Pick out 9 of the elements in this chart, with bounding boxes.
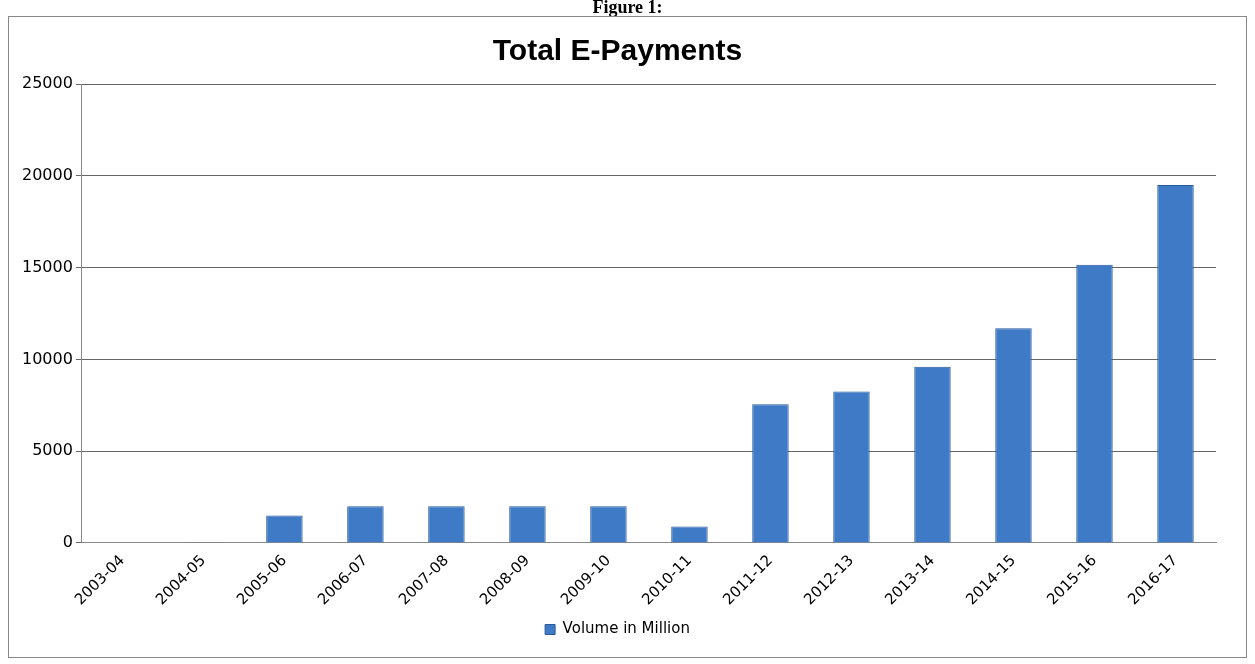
y-tick-label: 0 xyxy=(62,532,73,552)
y-tick-label: 20000 xyxy=(21,164,73,184)
y-tick-label: 5000 xyxy=(32,440,73,460)
caption: Figure 1: xyxy=(591,0,664,17)
legend-label: Volume in Million xyxy=(562,619,690,638)
chart-title: Total E-Payments xyxy=(492,33,743,67)
y-tick-label: 25000 xyxy=(21,73,73,93)
y-tick-label: 10000 xyxy=(21,348,73,368)
y-tick-label: 15000 xyxy=(21,256,73,276)
